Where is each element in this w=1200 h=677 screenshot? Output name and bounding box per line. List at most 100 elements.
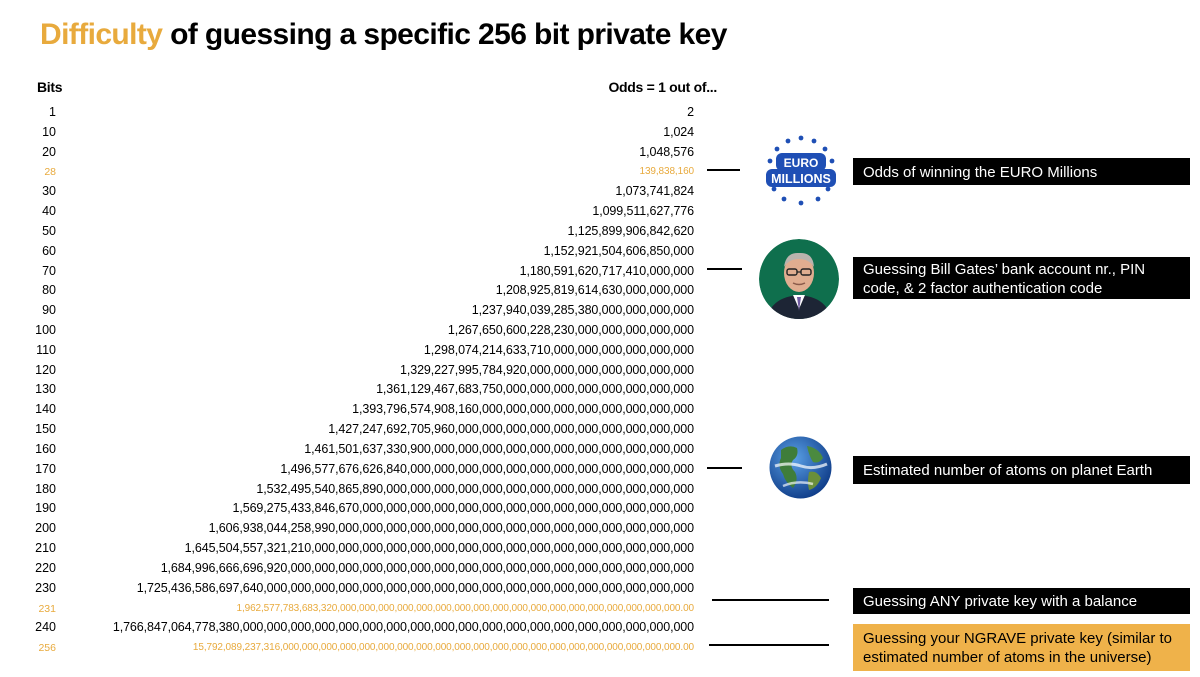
bits-cell: 110 <box>36 342 56 357</box>
table-row: 231 1,962,577,783,683,320,000,000,000,000… <box>0 599 700 619</box>
bits-cell: 60 <box>42 243 56 258</box>
table-row: 230 1,725,436,586,697,640,000,000,000,000… <box>0 579 700 599</box>
table-row: 240 1,766,847,064,778,380,000,000,000,000… <box>0 618 700 638</box>
table-row: 70 1,180,591,620,717,410,000,000 <box>0 262 700 282</box>
annotation-euro-millions: Odds of winning the EURO Millions <box>853 158 1190 185</box>
odds-cell: 1,267,650,600,228,230,000,000,000,000,00… <box>447 323 694 338</box>
table-row: 10 1,024 <box>0 123 700 143</box>
bits-cell: 180 <box>35 481 56 496</box>
table-row: 210 1,645,504,557,321,210,000,000,000,000… <box>0 539 700 559</box>
column-header-odds: Odds = 1 out of... <box>608 79 717 95</box>
column-header-bits: Bits <box>37 79 63 95</box>
odds-cell: 1,569,275,433,846,670,000,000,000,000,00… <box>232 501 695 516</box>
annotation-bill-gates: Guessing Bill Gates’ bank account nr., P… <box>853 257 1190 299</box>
bits-cell: 90 <box>42 303 56 318</box>
bits-cell: 20 <box>42 144 56 159</box>
bits-cell: 80 <box>42 283 56 298</box>
odds-cell: 1,152,921,504,606,850,000 <box>543 243 695 258</box>
odds-cell: 15,792,089,237,316,000,000,000,000,000,0… <box>192 642 694 654</box>
bits-cell: 200 <box>35 521 56 536</box>
bits-cell: 10 <box>42 124 56 139</box>
euro-logo-line2: MILLIONS <box>771 172 831 186</box>
bits-cell: 240 <box>35 620 56 635</box>
table-row: 90 1,237,940,039,285,380,000,000,000,000 <box>0 301 700 321</box>
odds-cell: 1,461,501,637,330,900,000,000,000,000,00… <box>304 441 694 456</box>
bits-cell: 100 <box>35 323 56 338</box>
bits-cell: 220 <box>35 560 56 575</box>
earth-globe-icon <box>769 436 832 499</box>
bits-cell: 170 <box>35 461 56 476</box>
odds-cell: 1,684,996,666,696,920,000,000,000,000,00… <box>160 560 694 575</box>
odds-cell: 1,606,938,044,258,990,000,000,000,000,00… <box>208 521 695 536</box>
table-row: 20 1,048,576 <box>0 143 700 163</box>
odds-cell: 1,496,577,676,626,840,000,000,000,000,00… <box>280 461 694 476</box>
table-row: 200 1,606,938,044,258,990,000,000,000,000… <box>0 519 700 539</box>
odds-cell: 1,125,899,906,842,620 <box>567 223 695 238</box>
bits-cell: 140 <box>35 402 56 417</box>
odds-cell: 1,180,591,620,717,410,000,000 <box>519 263 694 278</box>
connector-line-ngrave <box>709 644 829 646</box>
odds-cell: 1,532,495,540,865,890,000,000,000,000,00… <box>256 481 694 496</box>
bits-cell: 150 <box>35 422 56 437</box>
connector-line-earth <box>707 467 742 469</box>
odds-cell: 1,099,511,627,776 <box>592 204 694 219</box>
odds-cell: 1,427,247,692,705,960,000,000,000,000,00… <box>328 422 694 437</box>
odds-cell: 1,329,227,995,784,920,000,000,000,000,00… <box>400 362 694 377</box>
odds-cell: 139,838,160 <box>639 166 694 178</box>
odds-cell: 1,766,847,064,778,380,000,000,000,000,00… <box>112 620 694 635</box>
odds-cell: 1,361,129,467,683,750,000,000,000,000,00… <box>376 382 694 397</box>
table-row: 50 1,125,899,906,842,620 <box>0 222 700 242</box>
connector-line-gates <box>707 268 742 270</box>
odds-cell: 2 <box>687 105 694 119</box>
table-row: 256 15,792,089,237,316,000,000,000,000,00… <box>0 638 700 658</box>
table-row: 30 1,073,741,824 <box>0 182 700 202</box>
table-row: 130 1,361,129,467,683,750,000,000,000,000… <box>0 380 700 400</box>
table-row: 100 1,267,650,600,228,230,000,000,000,000… <box>0 321 700 341</box>
bits-cell: 50 <box>42 223 56 238</box>
bits-cell: 160 <box>35 441 56 456</box>
table-row: 190 1,569,275,433,846,670,000,000,000,000… <box>0 499 700 519</box>
title-rest: of guessing a specific 256 bit private k… <box>162 18 727 51</box>
annotation-ngrave-key: Guessing your NGRAVE private key (simila… <box>853 624 1190 671</box>
table-row: 28 139,838,160 <box>0 162 700 182</box>
title-accent: Difficulty <box>40 18 163 51</box>
table-row: 170 1,496,577,676,626,840,000,000,000,000… <box>0 460 700 480</box>
odds-cell: 1,962,577,783,683,320,000,000,000,000,00… <box>236 602 694 614</box>
bits-cell: 120 <box>35 362 56 377</box>
person-portrait-icon <box>759 239 839 319</box>
bits-cell: 130 <box>35 382 56 397</box>
bits-cell: 1 <box>49 105 56 119</box>
annotation-any-private-key: Guessing ANY private key with a balance <box>853 588 1190 614</box>
table-row: 40 1,099,511,627,776 <box>0 202 700 222</box>
euro-millions-logo: EURO MILLIONS <box>760 133 842 207</box>
bits-cell: 230 <box>35 580 56 595</box>
bits-cell: 190 <box>35 501 56 516</box>
odds-cell: 1,048,576 <box>639 144 694 159</box>
odds-cell: 1,393,796,574,908,160,000,000,000,000,00… <box>352 402 694 417</box>
table-row: 120 1,329,227,995,784,920,000,000,000,000… <box>0 361 700 381</box>
bits-cell: 210 <box>35 541 56 556</box>
bits-cell: 70 <box>42 263 56 278</box>
table-row: 80 1,208,925,819,614,630,000,000,000 <box>0 281 700 301</box>
connector-line-any-key <box>712 599 829 601</box>
annotation-earth-atoms: Estimated number of atoms on planet Eart… <box>853 456 1190 484</box>
page-title: Difficulty of guessing a specific 256 bi… <box>40 18 727 52</box>
odds-cell: 1,725,436,586,697,640,000,000,000,000,00… <box>136 580 694 595</box>
connector-line-euro <box>707 169 740 171</box>
table-row: 110 1,298,074,214,633,710,000,000,000,000… <box>0 341 700 361</box>
table-row: 140 1,393,796,574,908,160,000,000,000,000… <box>0 400 700 420</box>
bits-cell: 40 <box>42 204 56 219</box>
bits-cell: 30 <box>42 184 56 199</box>
odds-cell: 1,298,074,214,633,710,000,000,000,000,00… <box>423 342 694 357</box>
table-row: 220 1,684,996,666,696,920,000,000,000,000… <box>0 559 700 579</box>
table-row: 60 1,152,921,504,606,850,000 <box>0 242 700 262</box>
table-row: 180 1,532,495,540,865,890,000,000,000,000… <box>0 480 700 500</box>
bits-cell: 256 <box>38 642 56 655</box>
table-row: 150 1,427,247,692,705,960,000,000,000,000… <box>0 420 700 440</box>
bits-cell: 231 <box>38 602 56 615</box>
odds-cell: 1,237,940,039,285,380,000,000,000,000 <box>471 303 694 318</box>
odds-cell: 1,024 <box>663 124 694 139</box>
table-row: 160 1,461,501,637,330,900,000,000,000,000… <box>0 440 700 460</box>
euro-logo-line1: EURO <box>784 156 819 170</box>
